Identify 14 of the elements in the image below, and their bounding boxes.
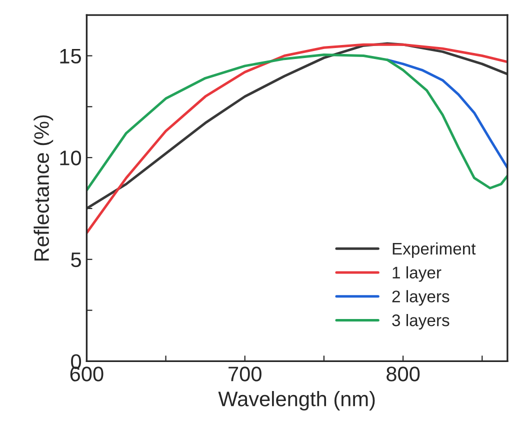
x-tick-label: 800 bbox=[386, 366, 420, 382]
y-tick-label: 5 bbox=[71, 252, 81, 268]
legend-label: 2 layers bbox=[392, 290, 450, 306]
y-axis-title: Reflectance (%) bbox=[34, 115, 54, 261]
y-tick-label: 10 bbox=[60, 150, 82, 166]
x-tick-label: 700 bbox=[228, 366, 262, 382]
legend-label: Experiment bbox=[392, 242, 476, 258]
legend-label: 3 layers bbox=[392, 314, 450, 330]
y-tick-label: 15 bbox=[60, 48, 81, 64]
legend-label: 1 layer bbox=[392, 266, 442, 282]
line-series bbox=[86, 54, 508, 192]
x-tick-label: 600 bbox=[70, 366, 104, 382]
x-axis-title: Wavelength (nm) bbox=[218, 391, 375, 410]
line-series bbox=[386, 58, 508, 170]
